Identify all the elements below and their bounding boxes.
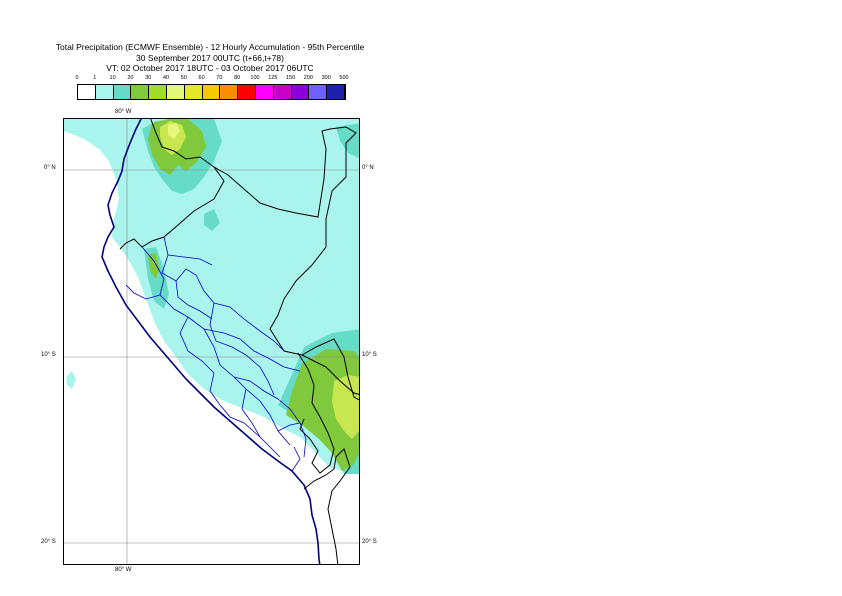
title-block: Total Precipitation (ECMWF Ensemble) - 1… <box>40 42 380 74</box>
lat-label-10s-right: 10° S <box>362 352 377 358</box>
title-line-1: Total Precipitation (ECMWF Ensemble) - 1… <box>55 42 365 52</box>
legend-tick-label: 1 <box>93 75 97 81</box>
admin-boundary <box>291 446 301 472</box>
legend-tick-label: 80 <box>234 75 241 81</box>
title-line-3: VT: 02 October 2017 18UTC - 03 October 2… <box>106 63 314 73</box>
lon-label-bottom: 80° W <box>115 567 132 573</box>
precip-area-light-island-1 <box>66 371 76 389</box>
admin-boundary <box>125 284 161 300</box>
admin-boundary <box>161 236 285 352</box>
border-bolivia-brazil <box>301 354 359 395</box>
admin-boundary <box>203 328 301 372</box>
legend-tick-label: 200 <box>303 75 313 81</box>
legend-color-cell <box>220 85 239 99</box>
border-peru-colombia-brazil <box>213 126 359 401</box>
legend-color-cell <box>291 85 310 99</box>
legend-color-cell <box>95 85 114 99</box>
precip-area-medium-cluster <box>204 209 220 231</box>
admin-boundary <box>209 302 275 396</box>
admin-boundary <box>175 280 213 320</box>
legend-color-cell <box>202 85 221 99</box>
precip-area-yellow-north <box>168 123 180 139</box>
legend-color-cell <box>113 85 132 99</box>
admin-boundary <box>277 422 307 458</box>
legend-color-cell <box>149 85 167 99</box>
legend-tick-label: 150 <box>286 75 296 81</box>
admin-boundary <box>233 376 301 424</box>
legend-tick-label: 10 <box>109 75 116 81</box>
admin-boundary <box>141 246 291 446</box>
legend-color-cell <box>327 85 345 99</box>
lat-label-20s-left: 20° S <box>41 539 56 545</box>
precip-area-green-coast <box>148 253 160 279</box>
legend-color-cell <box>273 85 292 99</box>
lat-label-10s-left: 10° S <box>41 352 56 358</box>
legend-tick-label: 40 <box>162 75 170 81</box>
legend-color-cell <box>309 85 328 99</box>
legend-tick-label: 500 <box>339 75 349 81</box>
border-peru-bolivia <box>297 352 335 474</box>
title-line-2: 30 September 2017 00UTC (t+66,t+78) <box>136 52 284 63</box>
legend-tick-label: 60 <box>198 75 205 81</box>
legend-color-cell <box>184 85 203 99</box>
legend-colorbar <box>77 84 346 100</box>
legend-tick-label: 30 <box>145 75 152 81</box>
lat-label-0-right: 0° N <box>362 165 374 171</box>
legend-tick-label: 70 <box>216 75 223 81</box>
precipitation-map <box>64 119 359 564</box>
precip-area-medium-east <box>336 123 359 159</box>
legend-tick-label: 50 <box>180 75 187 81</box>
lon-label-top-outer: 80° W <box>115 109 132 115</box>
color-legend: 0 1 10 20 30 40 50 60 70 80 100 125 150 200 300 500 <box>75 75 349 102</box>
legend-color-cell <box>238 85 256 99</box>
legend-tick-label: 300 <box>321 75 331 81</box>
admin-boundary <box>209 372 261 438</box>
legend-color-cell <box>131 85 150 99</box>
admin-boundary <box>241 388 281 458</box>
lat-label-20s-right: 20° S <box>362 539 377 545</box>
precip-area-light-island-2 <box>289 165 300 181</box>
legend-tick-label: 20 <box>127 75 134 81</box>
legend-color-cell <box>256 85 274 99</box>
legend-color-cell <box>167 85 185 99</box>
legend-color-cell <box>78 85 96 99</box>
border-chile-bolivia <box>303 448 351 564</box>
precip-area-light <box>64 119 359 471</box>
legend-tick-label: 0 <box>75 75 79 81</box>
pacific-coastline <box>101 119 321 564</box>
legend-tick-label: 125 <box>268 75 278 81</box>
admin-boundary <box>179 316 215 374</box>
admin-boundary <box>167 254 213 266</box>
border-ecuador-colombia-peru <box>119 119 225 250</box>
lat-label-0-left: 0° N <box>44 165 56 171</box>
legend-tick-label: 100 <box>250 75 260 81</box>
map-frame: 80° W <box>63 118 360 565</box>
